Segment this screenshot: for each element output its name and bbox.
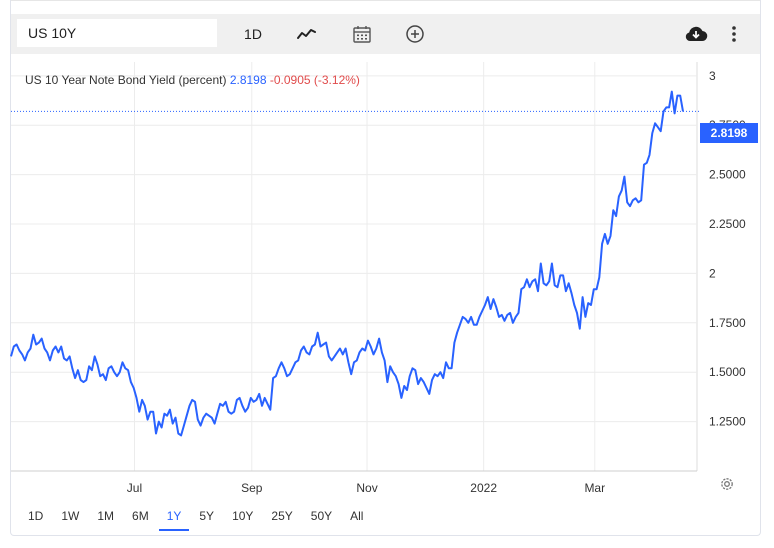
calendar-icon[interactable] bbox=[350, 19, 374, 49]
x-tick-label: 2022 bbox=[470, 481, 497, 495]
gear-icon[interactable] bbox=[719, 476, 735, 492]
range-selector: 1D 1W 1M 6M 1Y 5Y 10Y 25Y 50Y All bbox=[22, 503, 375, 531]
range-button-25y[interactable]: 25Y bbox=[271, 509, 293, 523]
range-button-6m[interactable]: 6M bbox=[132, 509, 149, 523]
range-button-1m[interactable]: 1M bbox=[97, 509, 115, 523]
chart-legend: US 10 Year Note Bond Yield (percent) 2.8… bbox=[25, 73, 360, 87]
last-price-label: 2.8198 bbox=[700, 123, 758, 143]
series-line-us10y bbox=[10, 90, 684, 437]
legend-title: US 10 Year Note Bond Yield (percent) bbox=[25, 73, 227, 87]
y-tick-label: 1.2500 bbox=[709, 415, 746, 429]
y-tick-label: 3 bbox=[709, 69, 716, 83]
range-button-all[interactable]: All bbox=[350, 509, 364, 523]
range-button-10y[interactable]: 10Y bbox=[232, 509, 254, 523]
y-tick-label: 2.2500 bbox=[709, 217, 746, 231]
line-chart-icon[interactable] bbox=[295, 19, 319, 49]
y-tick-label: 2 bbox=[709, 266, 716, 280]
range-button-1w[interactable]: 1W bbox=[61, 509, 80, 523]
legend-last-value: 2.8198 bbox=[229, 73, 267, 87]
y-tick-label: 2.5000 bbox=[709, 168, 746, 182]
cloud-download-icon[interactable] bbox=[683, 19, 709, 49]
more-options-icon[interactable] bbox=[727, 19, 741, 49]
legend-change: -0.0905 (-3.12%) bbox=[269, 73, 360, 87]
y-tick-label: 1.5000 bbox=[709, 365, 746, 379]
range-button-5y[interactable]: 5Y bbox=[199, 509, 215, 523]
range-button-1y[interactable]: 1Y bbox=[158, 503, 190, 531]
x-tick-label: Jul bbox=[127, 481, 142, 495]
y-tick-label: 1.7500 bbox=[709, 316, 746, 330]
symbol-search-input[interactable] bbox=[17, 19, 217, 47]
top-rule bbox=[10, 0, 761, 1]
range-button-50y[interactable]: 50Y bbox=[310, 509, 333, 523]
x-tick-label: Sep bbox=[241, 481, 263, 495]
range-button-1d[interactable]: 1D bbox=[28, 509, 44, 523]
interval-selector[interactable]: 1D bbox=[244, 26, 262, 42]
chart-widget bbox=[10, 0, 761, 536]
x-tick-label: Mar bbox=[584, 481, 605, 495]
x-tick-label: Nov bbox=[356, 481, 377, 495]
compare-add-icon[interactable] bbox=[403, 19, 427, 49]
chart-toolbar: 1D bbox=[11, 14, 760, 54]
